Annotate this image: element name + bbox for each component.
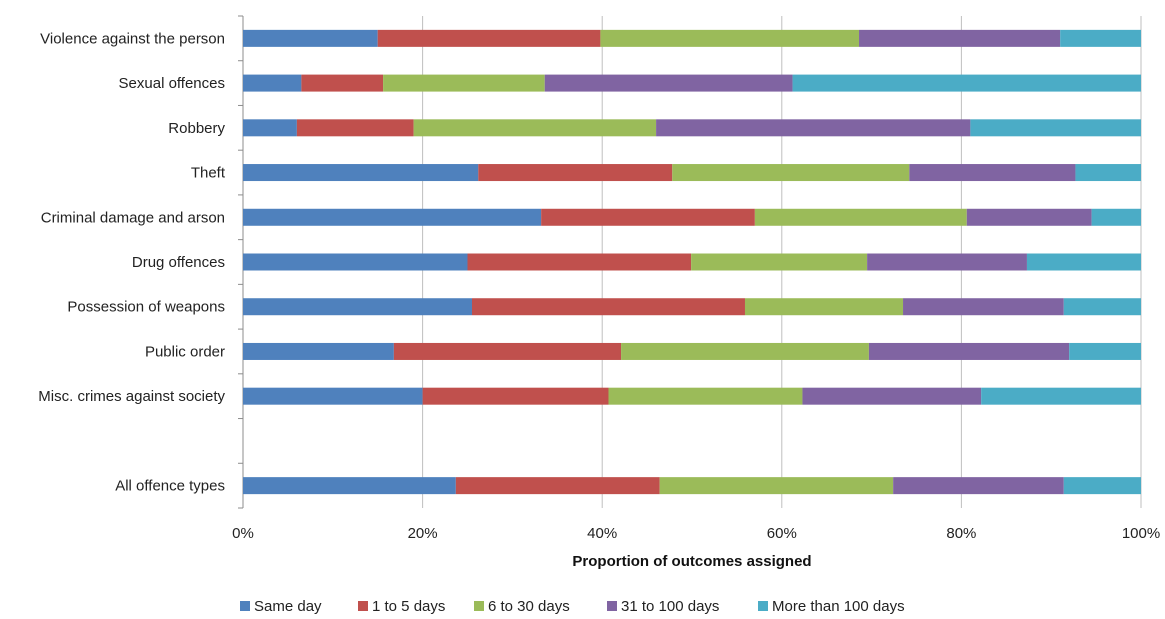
- category-label: Criminal damage and arson: [41, 209, 225, 226]
- bar-segment: [243, 342, 394, 360]
- bar-segment: [970, 119, 1141, 137]
- bar-segment: [243, 29, 378, 47]
- legend-swatch: [358, 601, 368, 611]
- bar-segment: [802, 387, 982, 405]
- bar-segment: [383, 74, 545, 92]
- legend-label: Same day: [254, 598, 322, 615]
- bar-segment: [621, 342, 869, 360]
- category-label: Sexual offences: [119, 75, 225, 92]
- bar-segment: [867, 253, 1027, 271]
- legend-swatch: [240, 601, 250, 611]
- category-label: Theft: [191, 165, 226, 182]
- bar-segment: [672, 164, 910, 182]
- bars: [243, 29, 1141, 495]
- bar-segment: [301, 74, 384, 92]
- legend-label: More than 100 days: [772, 598, 905, 615]
- legend-swatch: [607, 601, 617, 611]
- bar-segment: [1091, 208, 1141, 226]
- bar-segment: [544, 74, 793, 92]
- category-label: Drug offences: [132, 254, 225, 271]
- bar-segment: [859, 29, 1061, 47]
- bar-segment: [903, 298, 1064, 316]
- bar-segment: [659, 477, 894, 495]
- axes: [238, 15, 244, 509]
- legend-label: 31 to 100 days: [621, 598, 719, 615]
- bar-segment: [422, 387, 609, 405]
- bar-segment: [1069, 342, 1141, 360]
- bar-segment: [1026, 253, 1141, 271]
- bar-segment: [656, 119, 971, 137]
- bar-segment: [966, 208, 1092, 226]
- category-label: Misc. crimes against society: [38, 388, 225, 405]
- bar-segment: [1060, 29, 1141, 47]
- bar-segment: [243, 119, 297, 137]
- x-tick-label: 60%: [767, 525, 797, 542]
- category-label: Violence against the person: [40, 30, 225, 47]
- bar-segment: [243, 253, 468, 271]
- category-label: All offence types: [115, 478, 225, 495]
- bar-segment: [1063, 298, 1141, 316]
- legend-swatch: [758, 601, 768, 611]
- bar-segment: [243, 208, 542, 226]
- x-tick-labels: 0% 20% 40% 60% 80% 100%: [232, 525, 1160, 542]
- legend-label: 6 to 30 days: [488, 598, 570, 615]
- category-label: Public order: [145, 343, 225, 360]
- bar-segment: [471, 298, 745, 316]
- bar-segment: [467, 253, 692, 271]
- bar-segment: [413, 119, 657, 137]
- category-label: Possession of weapons: [67, 299, 225, 316]
- bar-segment: [893, 477, 1064, 495]
- bar-segment: [243, 387, 423, 405]
- bar-segment: [691, 253, 868, 271]
- bar-segment: [754, 208, 967, 226]
- bar-segment: [1075, 164, 1141, 182]
- bar-segment: [541, 208, 755, 226]
- bar-segment: [600, 29, 860, 47]
- bar-segment: [1063, 477, 1141, 495]
- bar-segment: [909, 164, 1076, 182]
- x-axis-title: Proportion of outcomes assigned: [572, 553, 811, 570]
- bar-segment: [455, 477, 660, 495]
- legend: Same day 1 to 5 days 6 to 30 days 31 to 100…: [240, 598, 905, 615]
- bar-segment: [868, 342, 1070, 360]
- bar-segment: [377, 29, 601, 47]
- bar-segment: [296, 119, 414, 137]
- bar-segment: [243, 74, 302, 92]
- legend-swatch: [474, 601, 484, 611]
- bar-segment: [243, 298, 472, 316]
- x-tick-label: 100%: [1122, 525, 1160, 542]
- category-labels: Violence against the person Sexual offenc…: [38, 30, 226, 494]
- legend-label: 1 to 5 days: [372, 598, 445, 615]
- bar-segment: [393, 342, 622, 360]
- bar-segment: [478, 164, 673, 182]
- category-label: Robbery: [168, 120, 225, 137]
- bar-segment: [744, 298, 904, 316]
- bar-segment: [243, 164, 479, 182]
- bar-segment: [792, 74, 1141, 92]
- x-tick-label: 80%: [946, 525, 976, 542]
- x-tick-label: 20%: [408, 525, 438, 542]
- bar-segment: [243, 477, 456, 495]
- bar-segment: [981, 387, 1141, 405]
- x-tick-label: 40%: [587, 525, 617, 542]
- x-tick-label: 0%: [232, 525, 254, 542]
- bar-segment: [608, 387, 803, 405]
